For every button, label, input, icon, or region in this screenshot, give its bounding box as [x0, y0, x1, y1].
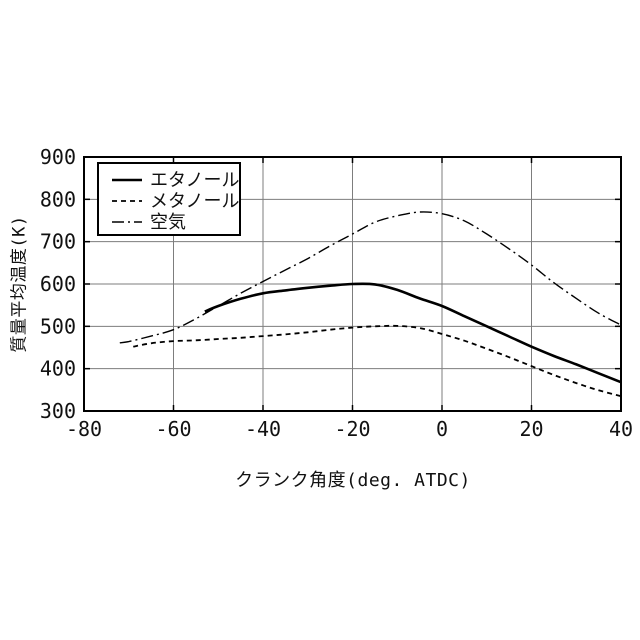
legend-label: 空気 [150, 212, 186, 233]
y-tick-label: 600 [40, 272, 76, 296]
y-tick-label: 800 [40, 187, 76, 211]
legend-label: エタノール [150, 170, 239, 191]
series-line-dashdot [119, 211, 622, 344]
x-tick-label: 40 [609, 417, 633, 441]
x-tick-label: -60 [155, 417, 191, 441]
y-tick-label: 500 [40, 314, 76, 338]
x-axis-label: クランク角度(deg. ATDC) [235, 470, 471, 491]
series-line-solid [204, 282, 622, 384]
y-tick-label: 900 [40, 145, 76, 169]
x-tick-label: -20 [334, 417, 370, 441]
x-tick-label: 0 [436, 417, 448, 441]
plot-border [83, 156, 622, 412]
legend-box [97, 162, 241, 236]
series-line-dashed [133, 324, 622, 398]
x-tick-label: -40 [245, 417, 281, 441]
x-tick-label: -80 [66, 417, 102, 441]
legend-label: メタノール [150, 191, 239, 212]
y-tick-label: 400 [40, 357, 76, 381]
y-tick-label: 300 [40, 399, 76, 423]
x-tick-label: 20 [519, 417, 543, 441]
y-tick-label: 700 [40, 230, 76, 254]
y-axis-label: 質量平均温度(K) [9, 215, 30, 353]
